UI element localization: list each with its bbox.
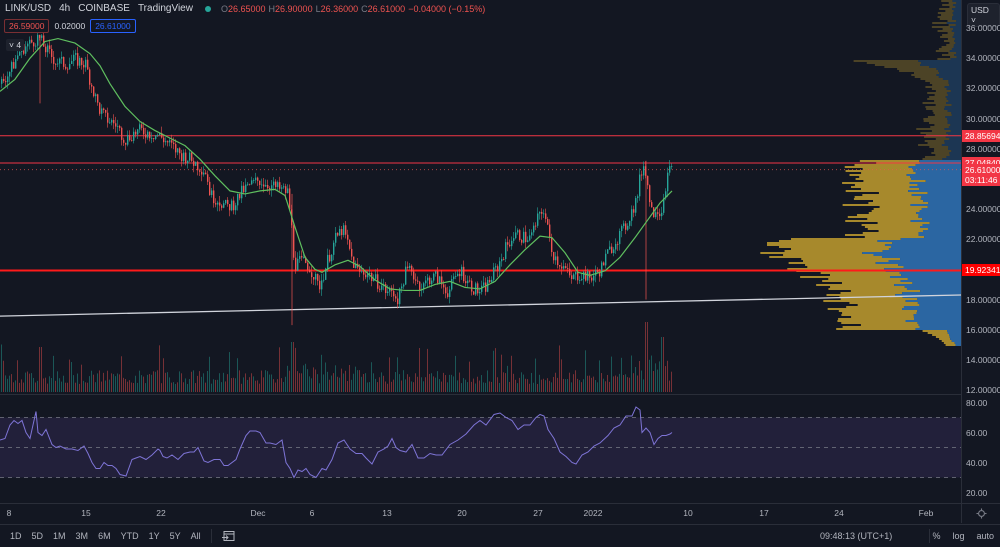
price-scale[interactable]: USD ˅ 36.00000 34.00000 32.00000 30.00000 28… — [961, 0, 1000, 503]
time-tick: 22 — [156, 508, 166, 518]
price-tick: 28.00000 — [966, 143, 1000, 154]
price-tick: 12.00000 — [966, 385, 1000, 395]
time-tick: 10 — [683, 508, 693, 518]
time-tick: 13 — [382, 508, 392, 518]
percent-scale-toggle[interactable]: % — [932, 531, 941, 541]
source-label: TradingView — [137, 3, 193, 14]
exchange-label: COINBASE — [78, 3, 130, 14]
price-line-tag: 26.61000 03:11:46 — [962, 163, 1000, 186]
goto-date-icon[interactable] — [221, 530, 236, 542]
rsi-tick: 80.00 — [966, 397, 988, 408]
moving-average-line[interactable] — [0, 37, 673, 292]
ohlc-close: C26.61000 — [361, 3, 406, 14]
ohlc-high: H26.90000 — [268, 3, 313, 14]
rsi-tick: 60.00 — [966, 427, 988, 438]
price-tick: 32.00000 — [966, 83, 1000, 94]
spread-value: 0.02000 — [54, 21, 86, 31]
range-button-6m[interactable]: 6M — [98, 531, 111, 541]
toolbar-divider — [929, 529, 930, 543]
rsi-tick: 20.00 — [966, 487, 988, 498]
currency-button[interactable]: USD ˅ — [967, 3, 1000, 27]
interval-label[interactable]: 4h — [59, 3, 71, 14]
candlesticks — [1, 28, 673, 326]
rsi-pane[interactable] — [0, 395, 961, 500]
bottom-toolbar: 1D 5D 1M 3M 6M YTD 1Y 5Y All 09:48:13 (UTC+1) % … — [0, 524, 1000, 547]
pane-separator[interactable] — [0, 394, 961, 395]
indicators-collapse-button[interactable]: ˅ 4 — [6, 39, 25, 51]
range-button-1y[interactable]: 1Y — [148, 531, 160, 541]
range-button-5y[interactable]: 5Y — [169, 531, 181, 541]
time-tick: 8 — [6, 508, 12, 518]
range-button-1m[interactable]: 1M — [53, 531, 66, 541]
rsi-tick: 40.00 — [966, 457, 988, 468]
price-tick: 30.00000 — [966, 113, 1000, 124]
time-tick: 15 — [81, 508, 91, 518]
price-tick: 16.00000 — [966, 324, 1000, 335]
price-tick: 22.00000 — [966, 234, 1000, 245]
ohlc-open: O26.65000 — [220, 3, 266, 14]
scale-toggles: % log auto — [920, 531, 994, 541]
time-tick: 6 — [309, 508, 315, 518]
range-button-all[interactable]: All — [190, 531, 201, 541]
price-line-tag: 28.85694 — [962, 129, 1000, 142]
symbol-name[interactable]: LINK/USD — [5, 3, 52, 14]
range-button-5d[interactable]: 5D — [31, 531, 44, 541]
log-scale-toggle[interactable]: log — [952, 531, 965, 541]
range-button-3m[interactable]: 3M — [75, 531, 89, 541]
rsi-chart-canvas[interactable] — [0, 395, 961, 500]
volume-profile — [760, 0, 961, 346]
time-tick: 24 — [834, 508, 844, 518]
rsi-line[interactable] — [0, 406, 673, 479]
time-tick: Dec — [250, 508, 266, 518]
price-chart-canvas[interactable] — [0, 0, 961, 394]
time-scale[interactable]: 8 15 22 Dec 6 13 20 27 2022 10 17 24 Feb — [0, 503, 961, 523]
gear-icon — [975, 508, 987, 519]
range-button-1d[interactable]: 1D — [10, 531, 22, 541]
market-status-dot-icon — [204, 5, 211, 12]
price-tick: 18.00000 — [966, 294, 1000, 305]
price-tick: 36.00000 — [966, 23, 1000, 33]
range-button-ytd[interactable]: YTD — [120, 531, 139, 541]
buy-button[interactable]: 26.61000 — [90, 19, 136, 33]
time-tick: Feb — [918, 508, 934, 518]
time-tick: 20 — [457, 508, 467, 518]
price-pane[interactable]: LINK/USD 4h COINBASE TradingView O26.650… — [0, 0, 961, 394]
price-tick: 24.00000 — [966, 204, 1000, 214]
auto-scale-toggle[interactable]: auto — [976, 531, 994, 541]
time-tick: 2022 — [583, 508, 603, 518]
time-tick: 27 — [533, 508, 543, 518]
sell-button[interactable]: 26.59000 — [4, 19, 50, 33]
toolbar-divider — [210, 529, 212, 543]
ohlc-low: L26.36000 — [315, 3, 359, 14]
symbol-legend: LINK/USD 4h COINBASE TradingView O26.650… — [5, 3, 485, 14]
chart-settings-button[interactable] — [961, 503, 1000, 523]
price-tick: 14.00000 — [966, 354, 1000, 365]
time-tick: 17 — [759, 508, 769, 518]
price-line-tag: 19.92341 — [962, 264, 1000, 277]
clock-timezone[interactable]: 09:48:13 (UTC+1) — [820, 531, 893, 541]
price-change: −0.04000 (−0.15%) — [408, 3, 486, 14]
trade-buttons: 26.59000 0.02000 26.61000 — [4, 19, 136, 33]
price-tick: 34.00000 — [966, 53, 1000, 64]
volume-histogram — [1, 322, 672, 392]
date-range-buttons: 1D 5D 1M 3M 6M YTD 1Y 5Y All — [0, 531, 201, 541]
trendline[interactable] — [0, 294, 961, 317]
